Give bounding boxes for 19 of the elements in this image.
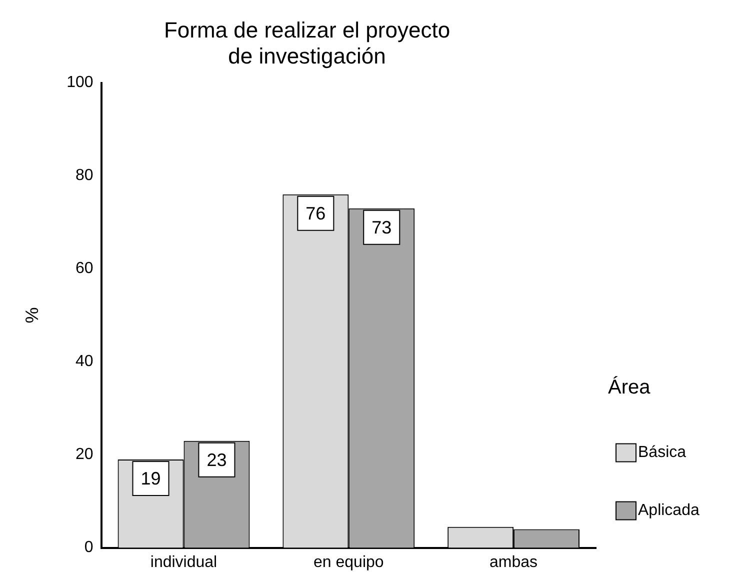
- y-tick-label: 40: [76, 353, 94, 370]
- x-tick-label: en equipo: [314, 554, 384, 571]
- legend-label: Básica: [638, 444, 686, 462]
- data-label: 19: [140, 468, 161, 488]
- legend-title: Área: [608, 375, 652, 398]
- y-tick-label: 100: [66, 74, 94, 92]
- y-axis-title: %: [22, 307, 42, 324]
- y-tick-label: 60: [76, 260, 94, 278]
- text: de investigación: [228, 44, 386, 69]
- data-label: 73: [372, 217, 392, 238]
- x-tick-label: ambas: [490, 554, 538, 571]
- y-tick-label: 0: [84, 539, 94, 556]
- y-tick-label: 20: [76, 446, 94, 464]
- x-tick-label: individual: [150, 554, 218, 571]
- data-label: 76: [306, 203, 326, 224]
- data-label: 23: [206, 450, 227, 470]
- legend-label: Aplicada: [638, 502, 700, 520]
- y-tick-label: 80: [76, 167, 94, 184]
- text: Forma de realizar el proyecto: [164, 17, 450, 42]
